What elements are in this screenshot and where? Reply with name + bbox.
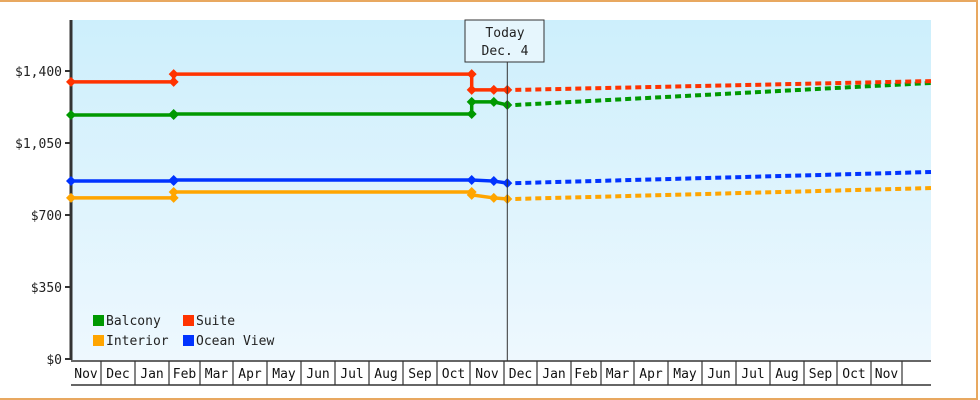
x-month-label: Sep (408, 367, 432, 382)
data-point-marker (66, 110, 76, 121)
y-tick-label: $0 (46, 353, 62, 368)
data-point-marker (66, 76, 76, 87)
x-axis: Nov Dec Jan Feb Mar Apr May Jun Jul Aug Sep Oct Nov D… (71, 360, 931, 386)
x-month-label: May (673, 367, 697, 382)
x-month-label: Nov (475, 367, 499, 382)
x-month-label: Aug (775, 367, 798, 382)
x-month-label: Sep (809, 367, 833, 382)
data-point-marker (488, 192, 499, 203)
legend: Balcony Suite Interior Ocean View (93, 314, 274, 349)
x-month-label: Feb (173, 367, 197, 382)
legend-item-interior: Interior (93, 334, 169, 349)
today-label: Today (485, 26, 524, 41)
legend-item-balcony: Balcony (93, 314, 161, 329)
data-point-marker (66, 192, 76, 203)
x-month-label: Mar (205, 367, 229, 382)
legend-label: Ocean View (196, 334, 274, 349)
x-month-label: Jun (707, 367, 730, 382)
x-month-label: Jul (741, 367, 764, 382)
legend-item-suite: Suite (183, 314, 235, 329)
data-point-marker (466, 84, 477, 95)
x-month-label: Jun (306, 367, 329, 382)
y-axis: $0 $350 $700 $1,050 $1,400 (15, 20, 73, 368)
data-point-marker (168, 175, 179, 186)
plot-area (71, 20, 931, 360)
x-month-label: Nov (875, 367, 899, 382)
x-month-label: Nov (74, 367, 98, 382)
x-month-label: Dec (106, 367, 129, 382)
legend-label: Interior (106, 334, 169, 349)
x-month-label: Jul (340, 367, 363, 382)
y-tick-label: $1,400 (15, 65, 62, 80)
x-month-label: Jan (140, 367, 163, 382)
data-point-marker (466, 96, 477, 107)
legend-swatch (183, 315, 194, 326)
data-point-marker (466, 189, 477, 200)
series-ocean-view (66, 170, 932, 189)
data-point-marker (466, 108, 477, 119)
x-month-label: Mar (606, 367, 630, 382)
series-suite (66, 69, 932, 95)
x-month-label: Aug (374, 367, 397, 382)
data-point-marker (168, 192, 179, 203)
data-point-marker (168, 69, 179, 80)
data-point-marker (488, 84, 499, 95)
data-point-marker (66, 176, 76, 187)
series-interior (66, 186, 932, 204)
y-tick-label: $350 (31, 281, 62, 296)
y-tick-label: $1,050 (15, 137, 62, 152)
x-month-label: Apr (238, 367, 262, 382)
data-point-marker (488, 96, 499, 107)
series-balcony (66, 80, 932, 121)
x-month-label: Oct (842, 367, 865, 382)
legend-label: Balcony (106, 314, 161, 329)
legend-swatch (93, 335, 104, 346)
today-marker: Today Dec. 4 (464, 19, 545, 361)
x-month-label: Feb (574, 367, 598, 382)
data-point-marker (488, 176, 499, 187)
x-month-label: Apr (639, 367, 663, 382)
x-month-label: Dec (509, 367, 532, 382)
data-point-marker (168, 76, 179, 87)
legend-label: Suite (196, 314, 235, 329)
x-month-label: Oct (442, 367, 465, 382)
data-point-marker (168, 108, 179, 119)
x-month-label: May (272, 367, 296, 382)
legend-item-ocean-view: Ocean View (183, 334, 274, 349)
data-point-marker (168, 186, 179, 197)
legend-swatch (93, 315, 104, 326)
legend-swatch (183, 335, 194, 346)
x-month-label: Jan (542, 367, 565, 382)
data-point-marker (466, 69, 477, 80)
y-tick-label: $700 (31, 209, 62, 224)
series-lines (66, 69, 932, 204)
today-date: Dec. 4 (482, 44, 529, 59)
data-point-marker (466, 175, 477, 186)
